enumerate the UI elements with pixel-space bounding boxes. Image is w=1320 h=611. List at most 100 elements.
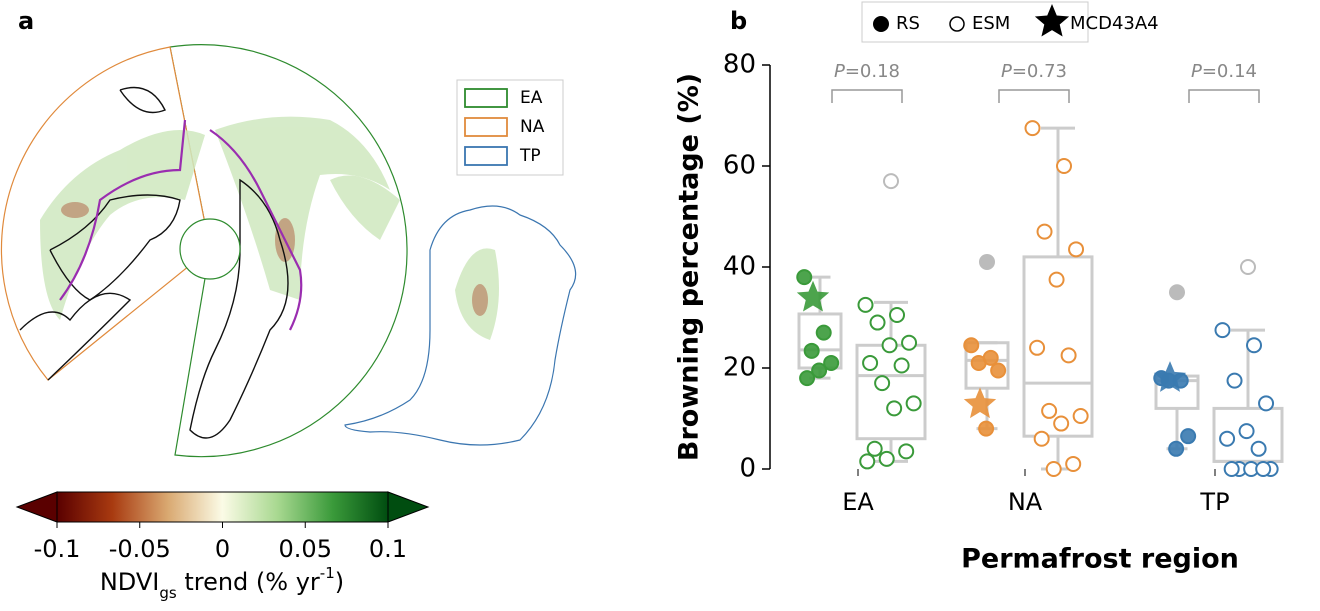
outlier xyxy=(979,253,995,270)
data-point xyxy=(1072,407,1089,424)
data-point xyxy=(893,357,910,374)
label-part: NDVI xyxy=(100,568,160,596)
data-point xyxy=(857,296,874,313)
data-point xyxy=(1024,120,1041,137)
label-part: trend (% yr xyxy=(177,568,320,596)
y-tick-label: 80 xyxy=(723,50,756,80)
p-text: =0.18 xyxy=(845,61,900,82)
panel-label: a xyxy=(18,7,34,35)
colorbar-extend xyxy=(15,491,58,523)
y-axis-title: Browning percentage (%) xyxy=(674,73,705,461)
colorbar: -0.1 -0.05 0 0.05 0.1 NDVIgs trend (% yr-1) xyxy=(15,491,430,602)
data-point xyxy=(1045,461,1062,477)
colorbar-label: NDVIgs trend (% yr-1) xyxy=(100,564,344,602)
y-tick-label: 40 xyxy=(723,252,756,282)
y-tick-label: 0 xyxy=(739,454,756,484)
data-point xyxy=(1036,223,1053,240)
legend-swatch xyxy=(464,146,508,166)
data-point xyxy=(1226,372,1243,389)
colorbar-tick-label: -0.1 xyxy=(34,535,81,563)
data-point xyxy=(1065,455,1082,472)
data-point xyxy=(1029,339,1046,356)
data-point xyxy=(803,342,820,359)
p-bracket xyxy=(831,89,903,103)
data-point xyxy=(905,395,922,412)
data-point xyxy=(1219,430,1236,447)
p-value: P=0.14 xyxy=(1191,61,1257,82)
data-point xyxy=(823,354,840,371)
star-marker xyxy=(1034,4,1070,37)
y-tick-label: 60 xyxy=(723,151,756,181)
data-point xyxy=(1255,461,1272,477)
box xyxy=(1022,255,1094,438)
colorbar-tick-label: 0.1 xyxy=(369,535,407,563)
data-point xyxy=(889,306,906,323)
data-point xyxy=(1041,402,1058,419)
x-axis-title: Permafrost region xyxy=(961,544,1239,575)
data-point xyxy=(1033,430,1050,447)
y-tick-label: 20 xyxy=(723,353,756,383)
data-point xyxy=(978,420,995,437)
data-point xyxy=(1048,271,1065,288)
data-point xyxy=(886,400,903,417)
outlier xyxy=(1169,284,1185,301)
data-point xyxy=(859,453,876,470)
data-point xyxy=(898,443,915,460)
p-value: P=0.73 xyxy=(1001,61,1067,82)
label-part: ) xyxy=(335,568,344,596)
data-point xyxy=(990,362,1007,379)
map xyxy=(0,44,577,458)
colorbar-tick-label: 0.05 xyxy=(279,535,332,563)
p-value: P=0.18 xyxy=(834,61,900,82)
land-trend xyxy=(40,116,499,340)
legend-label: RS xyxy=(896,13,920,34)
legend-label: ESM xyxy=(972,13,1010,34)
panel-label: b xyxy=(730,7,747,35)
legend-swatch xyxy=(464,88,508,108)
data-point xyxy=(874,375,891,392)
data-point xyxy=(811,362,828,379)
data-point xyxy=(1214,322,1231,339)
data-point xyxy=(901,334,918,351)
legend-marker xyxy=(873,16,889,32)
legend-label: EA xyxy=(520,88,543,108)
tp-outline xyxy=(344,205,577,446)
colorbar-extend xyxy=(387,491,430,523)
p-symbol: P xyxy=(1191,61,1202,82)
x-tick-label: NA xyxy=(1008,488,1043,516)
p-bracket xyxy=(998,89,1070,103)
x-tick-label: TP xyxy=(1199,488,1229,516)
p-symbol: P xyxy=(1001,61,1012,82)
map-legend xyxy=(456,79,564,176)
star-marker xyxy=(796,280,830,312)
coastline xyxy=(19,86,289,439)
permafrost-boundary xyxy=(59,119,303,331)
data-point xyxy=(970,354,987,371)
outlier xyxy=(1240,259,1256,275)
pole-mask xyxy=(179,218,241,280)
data-point xyxy=(878,450,895,467)
data-point xyxy=(1223,461,1240,477)
legend-label: TP xyxy=(519,146,541,166)
data-point xyxy=(1168,440,1185,457)
colorbar xyxy=(56,491,389,523)
star-marker xyxy=(963,387,997,419)
star-marker xyxy=(1153,361,1187,392)
data-point xyxy=(881,337,898,354)
data-point xyxy=(815,324,832,341)
outlier xyxy=(883,173,899,190)
box xyxy=(964,341,1010,390)
p-text: =0.73 xyxy=(1012,61,1067,82)
legend-swatch xyxy=(464,117,508,137)
map-legend-entries: EA NA TP xyxy=(464,88,545,166)
data-point xyxy=(1068,241,1085,258)
data-point xyxy=(1056,158,1073,174)
label-part: gs xyxy=(159,584,177,602)
p-text: =0.14 xyxy=(1202,61,1257,82)
p-symbol: P xyxy=(834,61,845,82)
data-point xyxy=(1238,423,1255,440)
data-point xyxy=(866,440,883,457)
data-point xyxy=(869,314,886,331)
data-point xyxy=(1258,395,1275,412)
